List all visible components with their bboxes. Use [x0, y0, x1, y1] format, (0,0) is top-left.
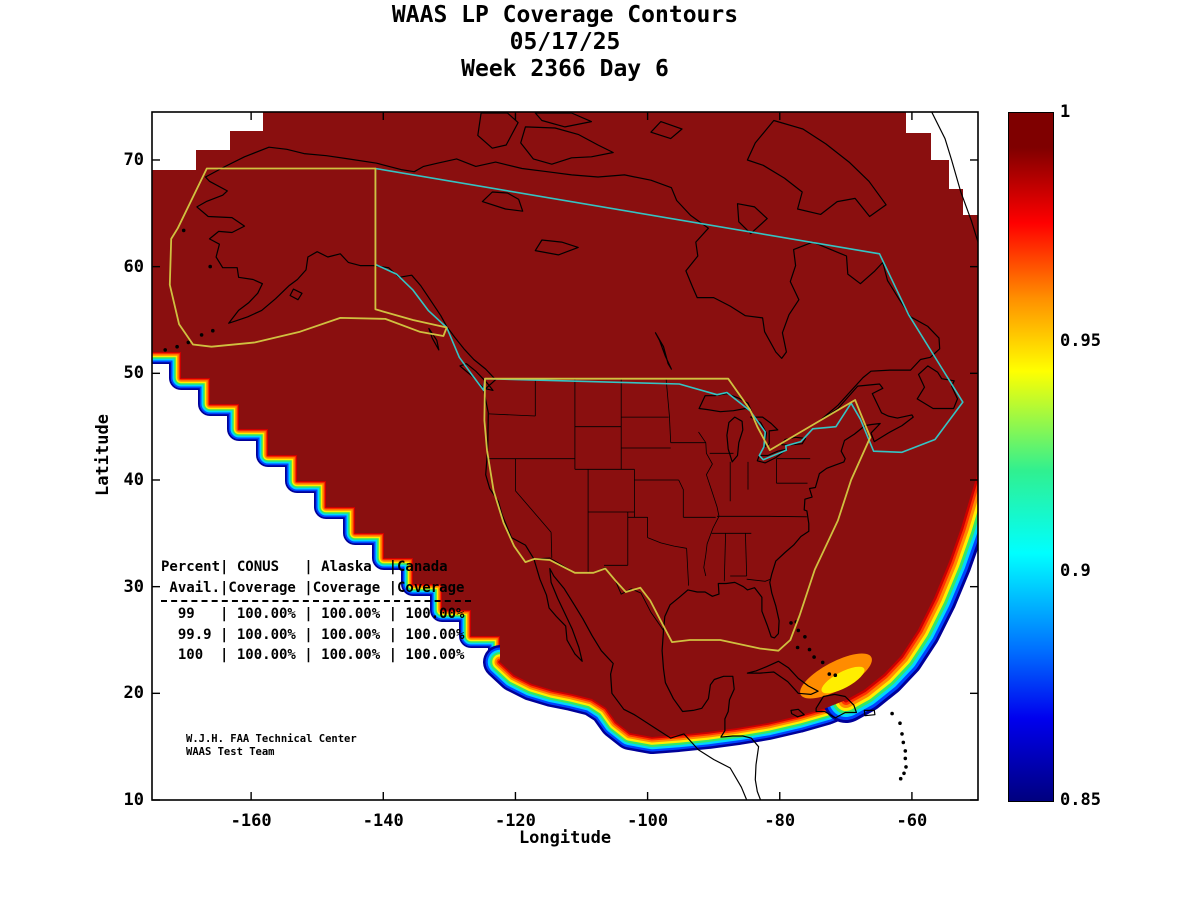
greenland-coast — [931, 112, 978, 245]
credit-text: W.J.H. FAA Technical Center WAAS Test Te… — [186, 733, 357, 759]
credit-line-1: W.J.H. FAA Technical Center — [186, 733, 357, 745]
island-dots — [163, 228, 908, 781]
x-tick-label: -100 — [627, 811, 669, 831]
y-tick-label: 50 — [123, 363, 144, 384]
y-tick-label: 20 — [123, 683, 144, 704]
colorbar-tick-label: 0.9 — [1060, 560, 1091, 581]
credit-line-2: WAAS Test Team — [186, 746, 275, 758]
y-tick-label: 10 — [123, 790, 144, 810]
x-tick-label: -140 — [362, 811, 404, 831]
coastlines — [196, 112, 959, 800]
y-tick-label: 40 — [123, 469, 144, 490]
coverage-table-row-99: 99 | 100.00% | 100.00% | 100.00% — [161, 606, 465, 622]
x-tick-label: -120 — [494, 811, 536, 831]
colorbar-tick-label: 0.85 — [1060, 790, 1101, 810]
title-line-3: Week 2366 Day 6 — [461, 56, 669, 82]
y-tick-label: 70 — [123, 149, 144, 170]
coverage-table-divider — [161, 600, 471, 602]
title-line-1: WAAS LP Coverage Contours — [391, 2, 739, 28]
axis-ticks — [152, 112, 978, 801]
us-state-borders — [487, 378, 811, 586]
title-line-2: 05/17/25 — [509, 29, 621, 55]
colorbar-tick-label: 1 — [1060, 102, 1071, 122]
conus-boundary — [483, 377, 872, 652]
plot-border — [151, 111, 979, 801]
colorbar-tick-label: 0.95 — [1060, 331, 1101, 352]
coverage-region-fill — [152, 112, 978, 737]
x-axis-label: Longitude — [518, 828, 612, 848]
alaska-boundary — [168, 167, 448, 348]
y-tick-label: 60 — [123, 256, 144, 277]
canada-boundary — [374, 167, 964, 461]
coverage-table-row-100: 100 | 100.00% | 100.00% | 100.00% — [161, 647, 465, 663]
coverage-table: Percent| CONUS | Alaska |Canada Avail.|C… — [161, 557, 471, 666]
y-tick-label: 30 — [123, 576, 144, 597]
coverage-table-header-1: Percent| CONUS | Alaska |Canada — [161, 559, 448, 575]
x-tick-label: -80 — [764, 811, 796, 831]
x-tick-label: -60 — [896, 811, 928, 831]
coverage-table-header-2: Avail.|Coverage |Coverage |Coverage — [161, 579, 465, 596]
chart-title: WAAS LP Coverage Contours 05/17/25 Week … — [152, 2, 978, 83]
colorbar — [1008, 112, 1054, 802]
x-tick-label: -160 — [230, 811, 272, 831]
coverage-table-row-99-9: 99.9 | 100.00% | 100.00% | 100.00% — [161, 626, 465, 643]
